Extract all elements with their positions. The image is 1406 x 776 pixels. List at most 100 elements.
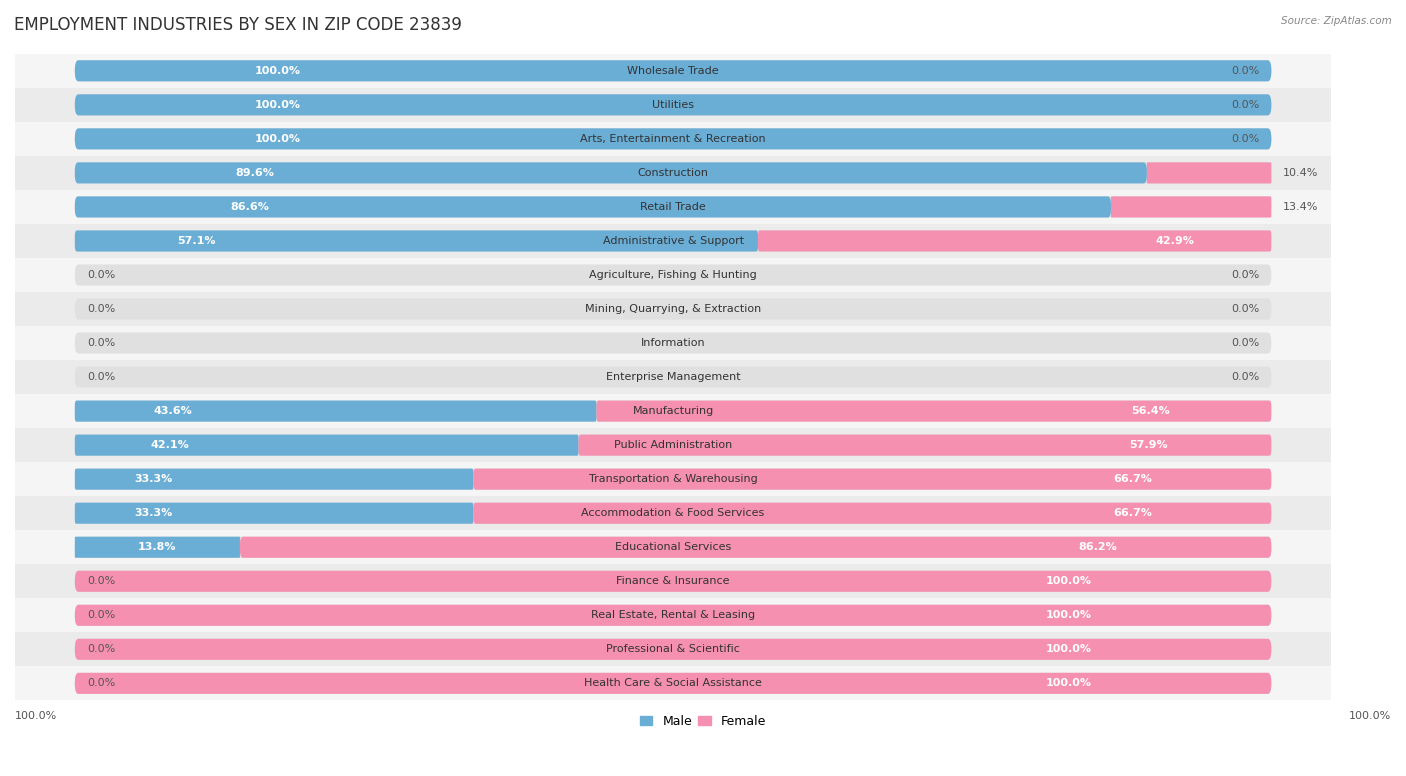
Bar xyxy=(15,632,1331,667)
Bar xyxy=(15,360,1331,394)
FancyBboxPatch shape xyxy=(75,162,1147,183)
Text: Source: ZipAtlas.com: Source: ZipAtlas.com xyxy=(1281,16,1392,26)
FancyBboxPatch shape xyxy=(75,265,1271,286)
Text: 0.0%: 0.0% xyxy=(87,372,115,382)
Bar xyxy=(15,292,1331,326)
Text: Mining, Quarrying, & Extraction: Mining, Quarrying, & Extraction xyxy=(585,304,761,314)
FancyBboxPatch shape xyxy=(75,299,1271,320)
Text: 100.0%: 100.0% xyxy=(1046,678,1092,688)
Text: Educational Services: Educational Services xyxy=(614,542,731,553)
Text: 0.0%: 0.0% xyxy=(1232,134,1260,144)
Bar xyxy=(15,258,1331,292)
FancyBboxPatch shape xyxy=(75,95,1271,116)
Bar xyxy=(15,462,1331,496)
Text: 0.0%: 0.0% xyxy=(87,304,115,314)
FancyBboxPatch shape xyxy=(75,435,1271,456)
Bar xyxy=(15,598,1331,632)
Legend: Male, Female: Male, Female xyxy=(636,710,770,733)
FancyBboxPatch shape xyxy=(75,673,1271,694)
FancyBboxPatch shape xyxy=(75,196,1271,217)
Text: 42.9%: 42.9% xyxy=(1156,236,1194,246)
Text: 33.3%: 33.3% xyxy=(135,474,173,484)
Text: EMPLOYMENT INDUSTRIES BY SEX IN ZIP CODE 23839: EMPLOYMENT INDUSTRIES BY SEX IN ZIP CODE… xyxy=(14,16,463,33)
FancyBboxPatch shape xyxy=(75,469,474,490)
FancyBboxPatch shape xyxy=(75,61,1271,81)
Text: Retail Trade: Retail Trade xyxy=(640,202,706,212)
FancyBboxPatch shape xyxy=(75,196,1111,217)
Text: 0.0%: 0.0% xyxy=(1232,270,1260,280)
Text: Wholesale Trade: Wholesale Trade xyxy=(627,66,718,76)
FancyBboxPatch shape xyxy=(75,639,1271,660)
Text: 100.0%: 100.0% xyxy=(15,711,58,721)
Text: 13.4%: 13.4% xyxy=(1284,202,1319,212)
FancyBboxPatch shape xyxy=(75,230,1271,251)
FancyBboxPatch shape xyxy=(1147,162,1271,183)
Bar xyxy=(15,564,1331,598)
FancyBboxPatch shape xyxy=(75,128,1271,150)
Text: 0.0%: 0.0% xyxy=(1232,66,1260,76)
FancyBboxPatch shape xyxy=(758,230,1271,251)
FancyBboxPatch shape xyxy=(75,128,1271,150)
Text: 42.1%: 42.1% xyxy=(150,440,190,450)
FancyBboxPatch shape xyxy=(75,537,240,558)
FancyBboxPatch shape xyxy=(75,537,1271,558)
Text: 0.0%: 0.0% xyxy=(1232,100,1260,110)
Text: Health Care & Social Assistance: Health Care & Social Assistance xyxy=(583,678,762,688)
FancyBboxPatch shape xyxy=(75,61,1271,81)
Text: 0.0%: 0.0% xyxy=(1232,338,1260,348)
Text: 57.1%: 57.1% xyxy=(177,236,215,246)
FancyBboxPatch shape xyxy=(75,162,1271,183)
FancyBboxPatch shape xyxy=(75,400,596,421)
FancyBboxPatch shape xyxy=(75,435,578,456)
FancyBboxPatch shape xyxy=(75,366,1271,388)
Bar xyxy=(15,667,1331,701)
Text: 0.0%: 0.0% xyxy=(87,270,115,280)
Text: 0.0%: 0.0% xyxy=(87,610,115,620)
Text: 0.0%: 0.0% xyxy=(87,644,115,654)
Text: Information: Information xyxy=(641,338,706,348)
Text: 0.0%: 0.0% xyxy=(87,338,115,348)
FancyBboxPatch shape xyxy=(75,570,1271,592)
Text: 100.0%: 100.0% xyxy=(1046,644,1092,654)
Text: Public Administration: Public Administration xyxy=(614,440,733,450)
Text: Administrative & Support: Administrative & Support xyxy=(603,236,744,246)
FancyBboxPatch shape xyxy=(75,605,1271,625)
Text: Construction: Construction xyxy=(637,168,709,178)
FancyBboxPatch shape xyxy=(75,639,1271,660)
Text: 56.4%: 56.4% xyxy=(1132,406,1170,416)
Text: 10.4%: 10.4% xyxy=(1284,168,1319,178)
Text: 0.0%: 0.0% xyxy=(87,678,115,688)
Bar xyxy=(15,326,1331,360)
Text: 66.7%: 66.7% xyxy=(1112,508,1152,518)
Text: Real Estate, Rental & Leasing: Real Estate, Rental & Leasing xyxy=(591,610,755,620)
Text: Agriculture, Fishing & Hunting: Agriculture, Fishing & Hunting xyxy=(589,270,756,280)
Text: Transportation & Warehousing: Transportation & Warehousing xyxy=(589,474,758,484)
Bar xyxy=(15,88,1331,122)
FancyBboxPatch shape xyxy=(75,605,1271,625)
Text: 100.0%: 100.0% xyxy=(254,100,301,110)
FancyBboxPatch shape xyxy=(474,503,1271,524)
Bar xyxy=(15,156,1331,190)
FancyBboxPatch shape xyxy=(75,503,1271,524)
FancyBboxPatch shape xyxy=(75,95,1271,116)
Text: 86.6%: 86.6% xyxy=(231,202,269,212)
Bar xyxy=(15,54,1331,88)
Text: 13.8%: 13.8% xyxy=(138,542,177,553)
Text: 100.0%: 100.0% xyxy=(1046,577,1092,586)
FancyBboxPatch shape xyxy=(75,400,1271,421)
Text: 43.6%: 43.6% xyxy=(153,406,191,416)
FancyBboxPatch shape xyxy=(1111,196,1271,217)
Text: 100.0%: 100.0% xyxy=(1348,711,1391,721)
FancyBboxPatch shape xyxy=(75,230,758,251)
Text: Enterprise Management: Enterprise Management xyxy=(606,372,741,382)
Text: 100.0%: 100.0% xyxy=(1046,610,1092,620)
Text: 89.6%: 89.6% xyxy=(236,168,274,178)
Text: 0.0%: 0.0% xyxy=(1232,304,1260,314)
Text: Manufacturing: Manufacturing xyxy=(633,406,714,416)
Bar xyxy=(15,428,1331,462)
FancyBboxPatch shape xyxy=(75,469,1271,490)
FancyBboxPatch shape xyxy=(75,570,1271,592)
Text: Professional & Scientific: Professional & Scientific xyxy=(606,644,740,654)
Text: 0.0%: 0.0% xyxy=(87,577,115,586)
Text: Finance & Insurance: Finance & Insurance xyxy=(616,577,730,586)
